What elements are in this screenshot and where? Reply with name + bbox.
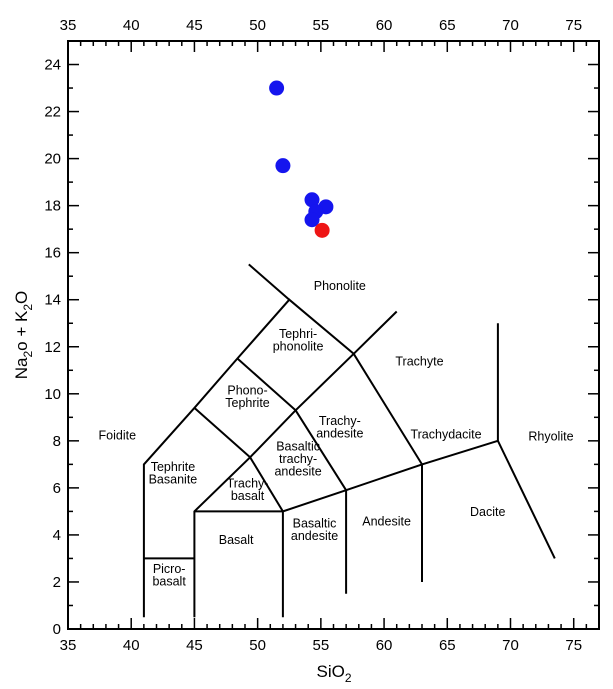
data-point: [304, 192, 320, 208]
field-label: Tephri-phonolite: [273, 327, 324, 354]
axis-ticks: [67, 40, 600, 630]
data-point: [269, 80, 285, 96]
x-tick-label-bottom: 40: [123, 637, 140, 654]
data-points: [269, 80, 334, 238]
field-label: Andesite: [362, 514, 411, 528]
field-labels: Phonolite Tephri-phonolite Trachyte Phono-T…: [99, 279, 574, 589]
x-tick-label-top: 60: [376, 17, 393, 34]
data-point: [275, 158, 291, 174]
field-label: Phonolite: [314, 279, 366, 293]
y-tick-label: 12: [44, 339, 61, 356]
x-tick-label-top: 45: [186, 17, 203, 34]
field-boundary-line: [193, 353, 355, 618]
y-tick-label: 4: [53, 527, 61, 544]
x-axis-label: SiO2: [316, 662, 351, 685]
field-boundaries: [142, 263, 556, 618]
y-tick-label: 0: [53, 621, 61, 638]
x-tick-label-top: 35: [60, 17, 77, 34]
field-label: Trachy-andesite: [316, 414, 363, 441]
x-tick-label-top: 40: [123, 17, 140, 34]
x-tick-label-bottom: 35: [60, 637, 77, 654]
y-tick-label: 24: [44, 57, 61, 74]
y-tick-label: 16: [44, 245, 61, 262]
x-tick-label-bottom: 55: [313, 637, 330, 654]
field-label: Basaltic trachy-andesite: [274, 440, 321, 479]
field-label: Basalt: [219, 533, 254, 547]
plot-frame: [67, 40, 600, 630]
x-tick-label-top: 50: [249, 17, 266, 34]
field-label: Trachy-basalt: [227, 476, 269, 503]
x-tick-label-top: 65: [439, 17, 456, 34]
field-boundary-line: [248, 263, 290, 301]
field-label: Trachydacite: [410, 427, 481, 441]
x-tick-label-top: 55: [313, 17, 330, 34]
x-tick-label-bottom: 65: [439, 637, 456, 654]
field-label: Foidite: [99, 429, 137, 443]
field-label: Phono-Tephrite: [225, 383, 270, 410]
field-label: Trachyte: [395, 354, 443, 368]
x-tick-label-top: 75: [565, 17, 582, 34]
x-tick-label-bottom: 60: [376, 637, 393, 654]
x-tick-label-top: 70: [502, 17, 519, 34]
y-tick-label: 2: [53, 574, 61, 591]
field-label: Tephrite Basanite: [149, 460, 198, 487]
y-tick-label: 14: [44, 292, 61, 309]
field-boundary-line: [193, 407, 284, 512]
field-boundary-line: [352, 353, 423, 582]
y-tick-label: 6: [53, 480, 61, 497]
field-boundary-line: [236, 357, 348, 594]
x-tick-label-bottom: 75: [565, 637, 582, 654]
x-tick-label-bottom: 70: [502, 637, 519, 654]
y-tick-label: 18: [44, 198, 61, 215]
field-label: Dacite: [470, 505, 505, 519]
field-label: Rhyolite: [528, 430, 573, 444]
field-label: Basaltic andesite: [291, 516, 338, 543]
x-tick-label-bottom: 45: [186, 637, 203, 654]
field-boundary-line: [281, 439, 556, 618]
field-label: Picro-basalt: [152, 562, 186, 589]
data-point: [304, 212, 320, 228]
y-tick-label: 8: [53, 433, 61, 450]
y-tick-label: 22: [44, 104, 61, 121]
x-tick-label-bottom: 50: [249, 637, 266, 654]
data-point: [314, 222, 330, 238]
y-tick-label: 20: [44, 151, 61, 168]
y-tick-label: 10: [44, 386, 61, 403]
axis-tick-labels: 3535404045455050555560606565707075750246…: [44, 17, 582, 654]
y-axis-label: Na2o + K2O: [12, 291, 35, 380]
